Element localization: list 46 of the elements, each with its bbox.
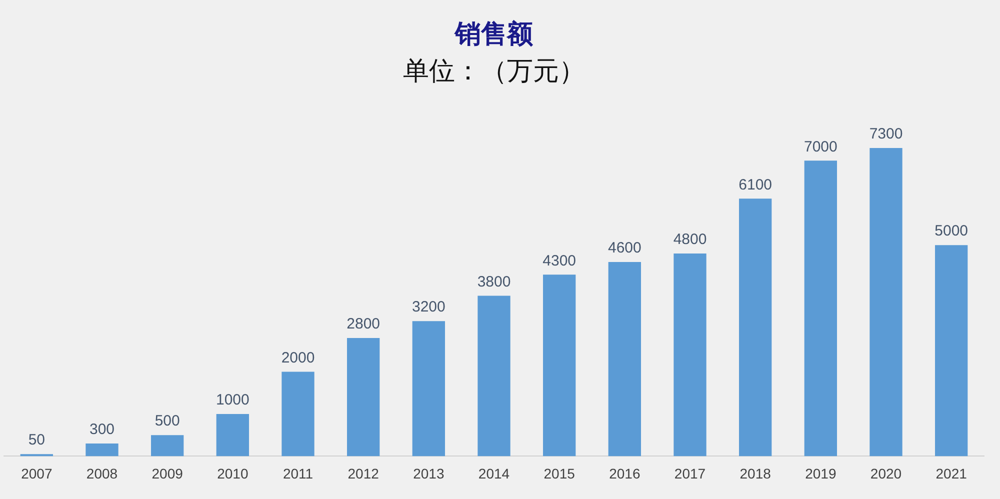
data-label: 4600 bbox=[608, 240, 642, 257]
data-label: 5000 bbox=[934, 222, 968, 240]
bar bbox=[935, 245, 968, 456]
x-tick-label: 2019 bbox=[805, 465, 836, 482]
bar bbox=[412, 321, 445, 456]
bar bbox=[151, 435, 184, 456]
data-label: 7300 bbox=[869, 126, 903, 143]
data-label: 6100 bbox=[738, 176, 772, 194]
x-tick-label: 2016 bbox=[609, 465, 640, 482]
bar bbox=[347, 338, 380, 456]
bar bbox=[608, 262, 641, 456]
bar bbox=[739, 198, 772, 456]
data-label: 3800 bbox=[477, 273, 511, 290]
chart-title: 销售额 bbox=[454, 19, 534, 50]
bar bbox=[543, 274, 576, 456]
bar bbox=[86, 444, 118, 456]
data-label: 50 bbox=[28, 432, 46, 449]
x-tick-label: 2009 bbox=[152, 465, 184, 482]
data-label: 500 bbox=[154, 412, 180, 430]
x-tick-label: 2012 bbox=[348, 465, 380, 482]
data-label: 300 bbox=[89, 421, 115, 438]
x-tick-label: 2008 bbox=[86, 465, 118, 482]
bar bbox=[282, 372, 314, 456]
data-label: 7000 bbox=[804, 138, 838, 156]
x-tick-label: 2015 bbox=[544, 465, 576, 482]
data-label: 4800 bbox=[673, 231, 707, 248]
data-label: 1000 bbox=[216, 392, 250, 409]
bar bbox=[216, 414, 249, 456]
data-label: 2000 bbox=[281, 349, 315, 366]
data-label: 3200 bbox=[412, 298, 446, 316]
bar bbox=[804, 160, 837, 456]
x-tick-label: 2020 bbox=[870, 465, 902, 482]
bar bbox=[478, 296, 510, 456]
x-tick-label: 2007 bbox=[21, 465, 52, 482]
data-label: 4300 bbox=[542, 252, 576, 270]
x-tick-label: 2021 bbox=[936, 465, 968, 482]
x-tick-label: 2013 bbox=[413, 465, 444, 482]
chart-subtitle: 单位：（万元） bbox=[403, 56, 585, 87]
x-tick-label: 2018 bbox=[740, 465, 772, 482]
bar bbox=[674, 254, 706, 456]
x-tick-label: 2010 bbox=[217, 465, 248, 482]
x-tick-label: 2017 bbox=[674, 465, 706, 482]
data-label: 2800 bbox=[346, 316, 380, 333]
x-tick-label: 2011 bbox=[282, 465, 314, 482]
x-tick-label: 2014 bbox=[478, 465, 510, 482]
bar bbox=[870, 148, 902, 456]
